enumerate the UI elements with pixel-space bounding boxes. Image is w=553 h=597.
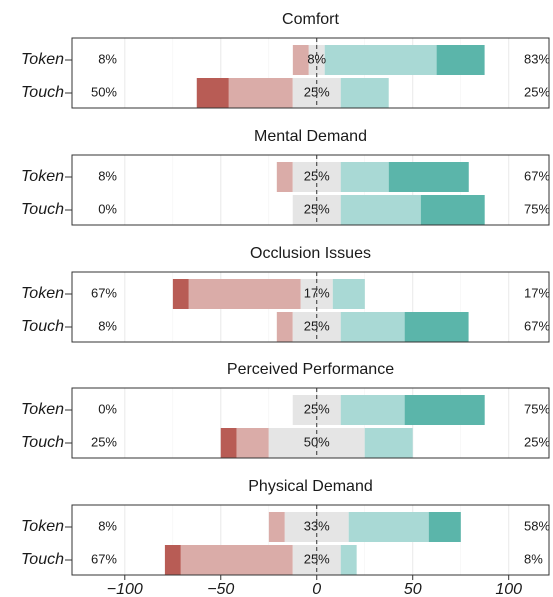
panel-border <box>71 387 550 459</box>
neutral-label: 25% <box>304 84 330 99</box>
x-tick-label: −100 <box>107 581 143 597</box>
positive-label: 8% <box>524 551 543 566</box>
bar-segment <box>324 45 437 75</box>
bar-segment <box>236 428 269 458</box>
bar-segment <box>420 195 485 225</box>
bar-segment <box>276 312 293 342</box>
bar-segment <box>268 512 285 542</box>
bar-segment <box>340 195 421 225</box>
bar-segment <box>188 279 301 309</box>
category-label: Touch <box>21 84 64 101</box>
category-label: Token <box>21 401 64 418</box>
positive-label: 25% <box>524 434 550 449</box>
category-label: Token <box>21 168 64 185</box>
category-label: Touch <box>21 318 64 335</box>
positive-label: 25% <box>524 84 550 99</box>
bar-segment <box>404 312 469 342</box>
neutral-label: 25% <box>304 401 330 416</box>
positive-label: 67% <box>524 318 550 333</box>
bar-segment <box>340 78 389 108</box>
neutral-label: 17% <box>304 285 330 300</box>
positive-label: 67% <box>524 168 550 183</box>
positive-label: 58% <box>524 518 550 533</box>
panel-title: Comfort <box>282 11 339 28</box>
bar-segment <box>388 162 469 192</box>
negative-label: 25% <box>91 434 117 449</box>
negative-label: 67% <box>91 551 117 566</box>
negative-label: 67% <box>91 285 117 300</box>
panel-border <box>71 504 550 576</box>
x-tick-label: 50 <box>404 581 422 597</box>
bar-segment <box>364 428 413 458</box>
category-label: Token <box>21 285 64 302</box>
neutral-label: 25% <box>304 318 330 333</box>
negative-label: 0% <box>98 201 117 216</box>
category-label: Token <box>21 51 64 68</box>
bar-segment <box>172 279 189 309</box>
neutral-label: 25% <box>304 551 330 566</box>
category-label: Touch <box>21 434 64 451</box>
neutral-label: 25% <box>304 201 330 216</box>
neutral-label: 50% <box>304 434 330 449</box>
panel-title: Physical Demand <box>248 478 373 495</box>
panel-border <box>71 37 550 109</box>
bar-segment <box>436 45 485 75</box>
bar-segment <box>340 162 389 192</box>
bar-segment <box>340 312 405 342</box>
bar-segment <box>428 512 461 542</box>
bar-segment <box>164 545 181 575</box>
bar-segment <box>404 395 485 425</box>
negative-label: 8% <box>98 518 117 533</box>
negative-label: 8% <box>98 168 117 183</box>
bar-segment <box>220 428 237 458</box>
category-label: Touch <box>21 201 64 218</box>
bar-segment <box>348 512 429 542</box>
panel-border <box>71 154 550 226</box>
neutral-label: 8% <box>307 51 326 66</box>
x-tick-label: −50 <box>207 581 234 597</box>
panel-title: Perceived Performance <box>227 361 394 378</box>
category-label: Token <box>21 518 64 535</box>
neutral-label: 25% <box>304 168 330 183</box>
positive-label: 75% <box>524 201 550 216</box>
panel-title: Mental Demand <box>254 128 367 145</box>
category-label: Touch <box>21 551 64 568</box>
negative-label: 8% <box>98 318 117 333</box>
x-tick-label: 0 <box>312 581 321 597</box>
positive-label: 17% <box>524 285 550 300</box>
bar-segment <box>276 162 293 192</box>
bar-segment <box>228 78 293 108</box>
bar-segment <box>332 279 365 309</box>
panel-title: Occlusion Issues <box>250 245 371 262</box>
negative-label: 0% <box>98 401 117 416</box>
positive-label: 83% <box>524 51 550 66</box>
bar-segment <box>340 395 405 425</box>
neutral-label: 33% <box>304 518 330 533</box>
x-tick-label: 100 <box>495 581 522 597</box>
bar-segment <box>180 545 293 575</box>
bar-segment <box>196 78 229 108</box>
bar-segment <box>340 545 357 575</box>
panel-border <box>71 271 550 343</box>
bar-segment <box>292 45 309 75</box>
positive-label: 75% <box>524 401 550 416</box>
negative-label: 8% <box>98 51 117 66</box>
negative-label: 50% <box>91 84 117 99</box>
